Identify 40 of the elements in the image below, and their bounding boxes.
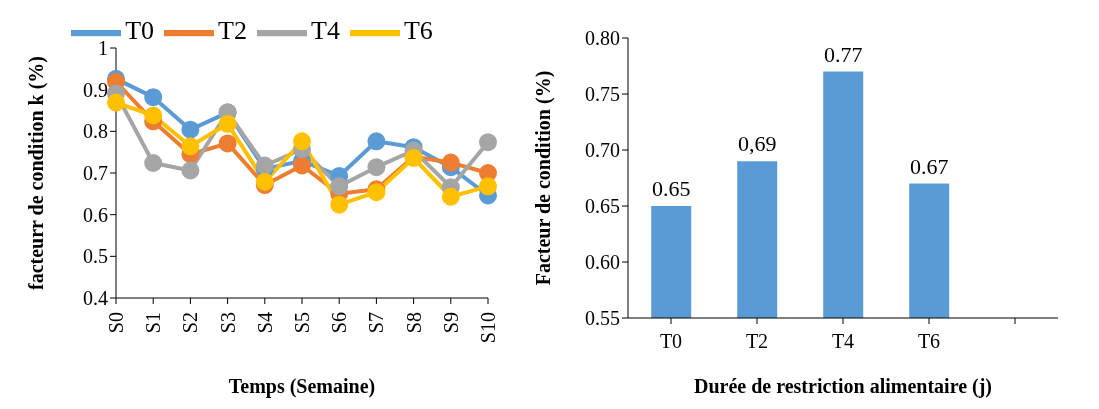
legend-label: T4: [311, 15, 340, 45]
y-tick-label: 0.65: [585, 195, 620, 218]
y-tick-label: 0.70: [585, 139, 620, 162]
y-tick-label: 1: [98, 37, 108, 60]
x-tick-label: S0: [105, 312, 127, 334]
legend-label: T6: [403, 15, 433, 45]
y-tick-label: 0.8: [83, 120, 108, 143]
x-tick-label: S2: [179, 312, 202, 334]
legend-label: T0: [125, 15, 155, 45]
x-axis-title: Durée de restriction alimentaire (j): [693, 375, 993, 398]
y-tick-label: 0.80: [585, 27, 620, 50]
data-label: 0,69: [737, 131, 777, 157]
x-tick-label: S5: [291, 312, 313, 334]
y-tick-label: 0.4: [83, 287, 108, 310]
x-axis-title: Temps (Semaine): [228, 375, 376, 398]
y-tick-label: 0.6: [83, 203, 108, 226]
x-tick-label: S4: [253, 312, 276, 334]
data-label: 0.77: [823, 41, 863, 67]
y-tick-label: 0.60: [585, 251, 620, 274]
x-tick-label: S7: [365, 312, 388, 334]
x-tick-label: S9: [439, 312, 462, 334]
y-tick-label: 0.9: [83, 78, 108, 101]
data-label: 0.65: [651, 176, 691, 201]
legend-label: T2: [218, 15, 247, 45]
x-tick-label: S6: [328, 312, 351, 334]
x-tick-label: T2: [745, 330, 769, 353]
x-tick-label: S8: [402, 312, 425, 334]
x-tick-label: T6: [917, 330, 941, 353]
y-tick-label: 0.75: [585, 83, 620, 106]
y-axis-title: facteurr de condition k (%): [25, 55, 49, 291]
x-tick-label: S3: [216, 312, 239, 334]
y-axis-title: Facteur de condition (%): [532, 70, 556, 286]
data-label: 0.67: [909, 153, 949, 179]
x-tick-label: T4: [831, 330, 855, 353]
x-tick-label: S1: [142, 312, 165, 334]
y-tick-label: 0.5: [83, 245, 108, 268]
x-tick-label: T0: [659, 330, 683, 353]
y-tick-label: 0.55: [585, 307, 620, 330]
y-tick-label: 0.7: [83, 162, 108, 185]
x-tick-label: S10: [477, 312, 499, 344]
